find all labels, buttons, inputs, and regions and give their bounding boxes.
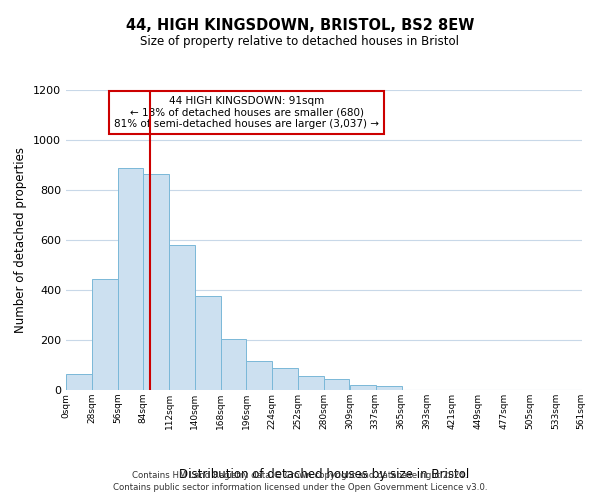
Bar: [376, 386, 402, 390]
Bar: [195, 296, 221, 390]
Bar: [92, 279, 118, 390]
Bar: [118, 168, 143, 390]
Bar: [169, 245, 195, 390]
Y-axis label: Number of detached properties: Number of detached properties: [14, 147, 28, 333]
Bar: [298, 376, 323, 390]
Bar: [323, 379, 349, 390]
Text: Contains public sector information licensed under the Open Government Licence v3: Contains public sector information licen…: [113, 483, 487, 492]
Bar: [221, 339, 246, 390]
Text: 44 HIGH KINGSDOWN: 91sqm
← 18% of detached houses are smaller (680)
81% of semi-: 44 HIGH KINGSDOWN: 91sqm ← 18% of detach…: [114, 96, 379, 129]
Bar: [272, 368, 298, 390]
Bar: [350, 385, 376, 390]
X-axis label: Distribution of detached houses by size in Bristol: Distribution of detached houses by size …: [179, 468, 469, 481]
Text: Size of property relative to detached houses in Bristol: Size of property relative to detached ho…: [140, 35, 460, 48]
Bar: [66, 374, 92, 390]
Text: 44, HIGH KINGSDOWN, BRISTOL, BS2 8EW: 44, HIGH KINGSDOWN, BRISTOL, BS2 8EW: [126, 18, 474, 32]
Text: Contains HM Land Registry data © Crown copyright and database right 2024.: Contains HM Land Registry data © Crown c…: [132, 470, 468, 480]
Bar: [143, 174, 169, 390]
Bar: [246, 361, 272, 390]
